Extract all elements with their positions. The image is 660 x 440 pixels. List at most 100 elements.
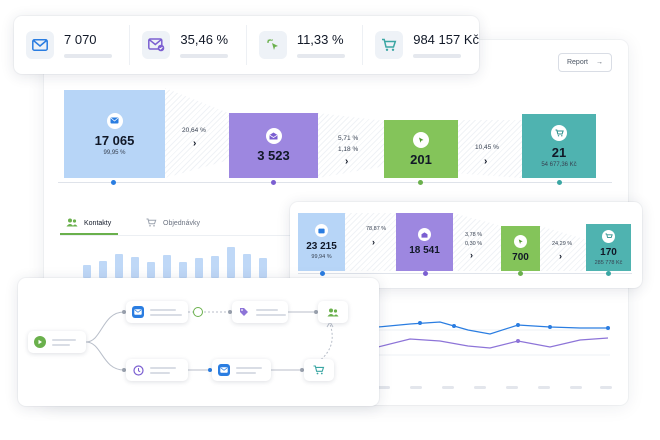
kpi-placeholder-line: [64, 54, 112, 58]
users-icon: [66, 218, 78, 229]
shopping-cart-icon: [375, 31, 404, 59]
chevron-right-icon: ›: [470, 250, 473, 260]
cursor-click-icon: [514, 234, 527, 248]
conversion-rate: 5,71 %: [338, 135, 359, 142]
conversion-rate: 3,78 %: [465, 232, 483, 238]
kpi-value: 35,46 %: [180, 32, 229, 47]
chevron-right-icon: ›: [372, 237, 375, 247]
funnel-flow-shape: [345, 213, 396, 271]
chart-bar: [163, 255, 171, 278]
users-icon: [327, 306, 339, 318]
funnel-subvalue: 99,94 %: [311, 254, 332, 260]
kpi-revenue: 984 157 Kč: [363, 25, 479, 65]
kpi-summary-bar: 7 070 35,46 % 11,33 % 984 157 Kč: [14, 16, 479, 74]
cursor-click-icon: [413, 131, 429, 148]
chart-bar: [195, 258, 203, 278]
conversion-rate: 78,87 %: [366, 226, 387, 232]
funnel-step-clicked[interactable]: 700: [501, 226, 540, 271]
arrow-right-icon: →: [596, 59, 603, 66]
chart-bar: [131, 257, 139, 278]
kpi-open-rate: 35,46 %: [130, 25, 247, 65]
cursor-click-icon: [258, 31, 287, 59]
kpi-sent: 7 070: [14, 25, 131, 65]
tab-objednavky[interactable]: Objednávky: [146, 218, 200, 229]
workflow-wait-node[interactable]: [126, 359, 188, 381]
axis-dot: [606, 271, 611, 276]
envelope-icon: [26, 31, 54, 59]
funnel-card-secondary: 23 215 99,94 % 18 541 700 170 285 778 Kč…: [290, 202, 642, 288]
tab-label: Kontakty: [84, 220, 112, 227]
envelope-open-icon: [265, 128, 282, 144]
funnel-step-sent[interactable]: 23 215 99,94 %: [298, 213, 345, 271]
chart-bar: [147, 262, 155, 278]
workflow-email-node[interactable]: [126, 301, 188, 323]
tab-kontakty[interactable]: Kontakty: [66, 218, 111, 229]
play-icon: [34, 336, 46, 348]
shopping-cart-icon: [551, 124, 567, 141]
axis-dot: [518, 271, 523, 276]
funnel-value: 23 215: [306, 241, 337, 252]
funnel-step-opened[interactable]: 18 541: [396, 213, 453, 271]
kpi-placeholder-line: [413, 54, 462, 58]
chart-bar: [99, 261, 107, 278]
kpi-value: 7 070: [64, 32, 97, 47]
shopping-cart-icon: [146, 218, 157, 229]
clock-icon: [132, 364, 144, 376]
funnel-step-clicked[interactable]: 201: [384, 120, 458, 178]
automation-workflow-card: [18, 278, 379, 406]
funnel-subvalue: 54 677,36 Kč: [541, 161, 577, 168]
funnel-baseline: [298, 273, 632, 274]
envelope-icon: [132, 306, 144, 318]
chart-bar: [83, 265, 91, 278]
kpi-click-rate: 11,33 %: [247, 25, 364, 65]
funnel-value: 18 541: [409, 245, 440, 256]
line-chart: [378, 321, 612, 389]
funnel-step-sent[interactable]: 17 065 99,95 %: [64, 90, 165, 178]
funnel-value: 170: [600, 246, 617, 258]
kpi-placeholder-line: [296, 54, 345, 58]
funnel-value: 201: [410, 151, 432, 167]
workflow-contacts-node[interactable]: [318, 301, 348, 323]
chevron-right-icon: ›: [559, 251, 562, 261]
axis-dot: [423, 271, 428, 276]
active-tab-indicator: [60, 233, 118, 235]
chart-bar: [259, 258, 267, 278]
workflow-trigger-node[interactable]: [28, 331, 86, 353]
axis-dot: [418, 180, 423, 185]
funnel-step-opened[interactable]: 3 523: [229, 113, 318, 178]
workflow-connectors: [85, 310, 334, 372]
chart-bar: [227, 247, 235, 278]
conversion-rate: 1,18 %: [338, 146, 359, 153]
workflow-tag-node[interactable]: [232, 301, 288, 323]
kpi-placeholder-line: [180, 54, 229, 58]
shopping-cart-icon: [602, 229, 615, 243]
conversion-rate: 10,45 %: [475, 144, 499, 151]
funnel-subvalue: 285 778 Kč: [594, 259, 623, 266]
chevron-right-icon: ›: [345, 156, 349, 167]
chart-bar: [115, 254, 123, 278]
conversion-rate: 0,30 %: [465, 241, 483, 247]
chart-bar: [179, 262, 187, 278]
funnel-step-purchased[interactable]: 21 54 677,36 Kč: [522, 114, 596, 178]
kpi-value: 984 157 Kč: [413, 32, 479, 47]
workflow-purchase-node[interactable]: [304, 359, 334, 381]
shopping-cart-icon: [313, 364, 325, 376]
axis-dot: [111, 180, 116, 185]
kpi-value: 11,33 %: [296, 32, 344, 47]
axis-dot: [320, 271, 325, 276]
axis-dot: [271, 180, 276, 185]
funnel-value: 17 065: [94, 132, 135, 148]
report-button[interactable]: Report →: [558, 53, 612, 72]
tab-label: Objednávky: [163, 220, 200, 227]
workflow-email-node[interactable]: [212, 359, 271, 381]
funnel-step-purchased[interactable]: 170 285 778 Kč: [586, 224, 631, 271]
delay-clock-icon: [193, 307, 203, 317]
funnel-baseline: [58, 182, 612, 183]
tag-icon: [238, 306, 250, 318]
axis-dot: [557, 180, 562, 185]
tab-divider: [60, 235, 290, 236]
envelope-icon: [218, 364, 230, 376]
funnel-flow-shape: [458, 120, 522, 178]
envelope-open-icon: [142, 31, 171, 59]
funnel-subvalue: 99,95 %: [103, 149, 126, 156]
